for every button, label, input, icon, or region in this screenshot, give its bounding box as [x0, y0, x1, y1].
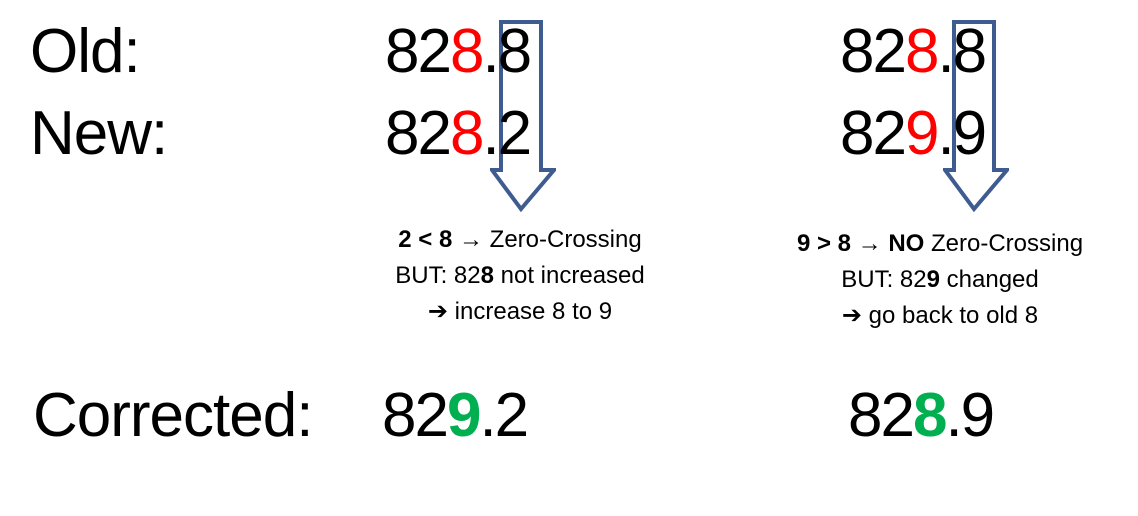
- digit-prefix: 82: [382, 381, 449, 450]
- note-line-3: ➔ increase 8 to 9: [330, 294, 710, 330]
- note-result: Zero-Crossing: [931, 230, 1084, 257]
- digit-highlight-red: 8: [449, 99, 485, 168]
- note-but-bold-digit: 8: [480, 262, 494, 289]
- right-new-number: 829.9: [840, 99, 987, 168]
- note-line-2: BUT: 828 not increased: [330, 258, 710, 294]
- down-arrow-icon: [943, 20, 1009, 212]
- note-condition: 9 > 8 → NO: [796, 230, 931, 257]
- note-condition: 2 < 8 →: [398, 226, 490, 253]
- note-but-bold-digit: 9: [926, 266, 940, 293]
- left-new-number: 828.2: [385, 99, 532, 168]
- note-line-1: 2 < 8 → Zero-Crossing: [330, 222, 710, 258]
- note-but-pre: BUT: 82: [395, 262, 481, 289]
- down-arrow-icon: [490, 20, 556, 212]
- note-line-2: BUT: 829 changed: [750, 262, 1130, 298]
- digit-highlight-green: 9: [446, 381, 482, 450]
- right-arrow-icon: ➔: [841, 302, 862, 329]
- right-old-number: 828.8: [840, 17, 987, 86]
- corrected-row-label: Corrected:: [33, 381, 313, 450]
- left-zero-crossing-note: 2 < 8 → Zero-Crossing BUT: 828 not incre…: [330, 222, 710, 330]
- note-but-post: not increased: [493, 262, 645, 289]
- digit-suffix: .2: [479, 381, 529, 450]
- note-but-post: changed: [939, 266, 1039, 293]
- left-old-number: 828.8: [385, 17, 532, 86]
- old-row-label: Old:: [30, 17, 141, 86]
- note-result: Zero-Crossing: [489, 226, 642, 253]
- digit-suffix: .9: [937, 99, 987, 168]
- digit-prefix: 82: [385, 99, 452, 168]
- note-action: go back to old 8: [861, 302, 1039, 329]
- digit-suffix: .8: [937, 17, 987, 86]
- note-but-pre: BUT: 82: [841, 266, 927, 293]
- digit-suffix: .9: [945, 381, 995, 450]
- note-action: increase 8 to 9: [448, 298, 613, 325]
- digit-highlight-red: 8: [904, 17, 940, 86]
- note-line-1: 9 > 8 → NO Zero-Crossing: [750, 226, 1130, 262]
- left-corrected-number: 829.2: [382, 381, 529, 450]
- new-row-label: New:: [30, 99, 168, 168]
- digit-highlight-green: 8: [912, 381, 948, 450]
- digit-prefix: 82: [385, 17, 452, 86]
- digit-highlight-red: 9: [904, 99, 940, 168]
- digit-prefix: 82: [848, 381, 915, 450]
- digit-suffix: .8: [482, 17, 532, 86]
- digit-prefix: 82: [840, 17, 907, 86]
- digit-highlight-red: 8: [449, 17, 485, 86]
- right-arrow-icon: ➔: [427, 298, 448, 325]
- right-zero-crossing-note: 9 > 8 → NO Zero-Crossing BUT: 829 change…: [750, 226, 1130, 334]
- digit-suffix: .2: [482, 99, 532, 168]
- right-corrected-number: 828.9: [848, 381, 995, 450]
- digit-prefix: 82: [840, 99, 907, 168]
- note-line-3: ➔ go back to old 8: [750, 298, 1130, 334]
